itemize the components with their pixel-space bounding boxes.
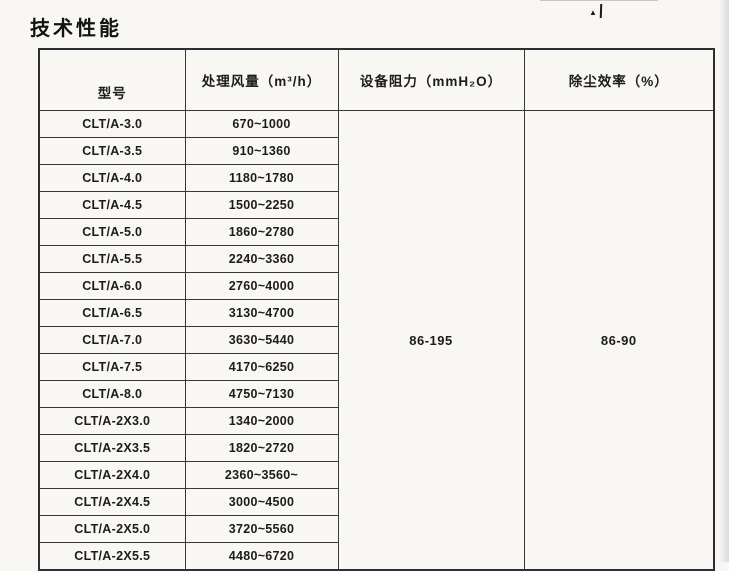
- table-row: CLT/A-5.0 1860~2780: [38, 218, 714, 246]
- model-cell: CLT/A-7.0: [38, 326, 186, 354]
- airflow-cell: 4750~7130: [184, 380, 339, 408]
- table-row: CLT/A-4.0 1180~1780: [38, 164, 714, 192]
- airflow-cell: 1500~2250: [184, 191, 339, 219]
- table-row: CLT/A-2X3.5 1820~2720: [38, 434, 714, 462]
- column-header-model: 型号: [38, 48, 186, 111]
- resistance-merged-cell: 86-195: [337, 110, 525, 571]
- airflow-cell: 910~1360: [184, 137, 339, 165]
- model-cell: CLT/A-3.0: [38, 110, 186, 138]
- model-cell: CLT/A-8.0: [38, 380, 186, 408]
- model-cell: CLT/A-2X5.0: [38, 515, 186, 543]
- airflow-cell: 1860~2780: [184, 218, 339, 246]
- airflow-cell: 2240~3360: [184, 245, 339, 273]
- airflow-cell: 1340~2000: [184, 407, 339, 435]
- model-cell: CLT/A-2X3.5: [38, 434, 186, 462]
- airflow-cell: 3630~5440: [184, 326, 339, 354]
- table-row: CLT/A-6.0 2760~4000: [38, 272, 714, 300]
- page-title: 技术性能: [30, 18, 122, 40]
- table-row: CLT/A-4.5 1500~2250: [38, 191, 714, 219]
- airflow-cell: 2760~4000: [184, 272, 339, 300]
- airflow-cell: 3000~4500: [184, 488, 339, 516]
- column-header-airflow: 处理风量（m³/h）: [184, 48, 339, 111]
- model-cell: CLT/A-5.5: [38, 245, 186, 273]
- airflow-cell: 3130~4700: [184, 299, 339, 327]
- registration-bar: [599, 3, 603, 19]
- efficiency-merged-cell: 86-90: [523, 110, 715, 571]
- model-cell: CLT/A-2X4.5: [38, 488, 186, 516]
- table-row: CLT/A-7.5 4170~6250: [38, 353, 714, 381]
- scan-artifact-line: [540, 0, 658, 1]
- airflow-cell: 3720~5560: [184, 515, 339, 543]
- airflow-cell: 670~1000: [184, 110, 339, 138]
- model-cell: CLT/A-2X3.0: [38, 407, 186, 435]
- model-cell: CLT/A-7.5: [38, 353, 186, 381]
- airflow-cell: 2360~3560~: [184, 461, 339, 489]
- table-row: CLT/A-3.5 910~1360: [38, 137, 714, 165]
- model-cell: CLT/A-6.5: [38, 299, 186, 327]
- airflow-cell: 4480~6720: [184, 542, 339, 571]
- model-cell: CLT/A-3.5: [38, 137, 186, 165]
- model-cell: CLT/A-2X4.0: [38, 461, 186, 489]
- technical-spec-table: 型号 处理风量（m³/h） 设备阻力（mmH₂O） 除尘效率（%） CLT/A-…: [38, 48, 715, 571]
- column-header-resistance: 设备阻力（mmH₂O）: [337, 48, 525, 111]
- airflow-cell: 1180~1780: [184, 164, 339, 192]
- model-cell: CLT/A-4.0: [38, 164, 186, 192]
- table-row: CLT/A-2X4.0 2360~3560~: [38, 461, 714, 489]
- model-cell: CLT/A-5.0: [38, 218, 186, 246]
- model-cell: CLT/A-2X5.5: [38, 542, 186, 571]
- table-row: CLT/A-2X5.0 3720~5560: [38, 515, 714, 543]
- print-registration-mark: ▲: [589, 2, 603, 19]
- triangle-icon: ▲: [589, 8, 597, 17]
- airflow-cell: 4170~6250: [184, 353, 339, 381]
- table-row: CLT/A-3.0 670~1000 86-195 86-90: [38, 110, 715, 571]
- airflow-cell: 1820~2720: [184, 434, 339, 462]
- table-row: CLT/A-2X4.5 3000~4500: [38, 488, 714, 516]
- table-row: CLT/A-6.5 3130~4700: [38, 299, 714, 327]
- column-header-efficiency: 除尘效率（%）: [523, 48, 715, 111]
- table-row: CLT/A-7.0 3630~5440: [38, 326, 714, 354]
- scan-edge-shadow: [719, 0, 729, 562]
- model-cell: CLT/A-4.5: [38, 191, 186, 219]
- header-row: 型号 处理风量（m³/h） 设备阻力（mmH₂O） 除尘效率（%）: [38, 48, 715, 111]
- table-row: CLT/A-8.0 4750~7130: [38, 380, 714, 408]
- model-cell: CLT/A-6.0: [38, 272, 186, 300]
- table-row: CLT/A-5.5 2240~3360: [38, 245, 714, 273]
